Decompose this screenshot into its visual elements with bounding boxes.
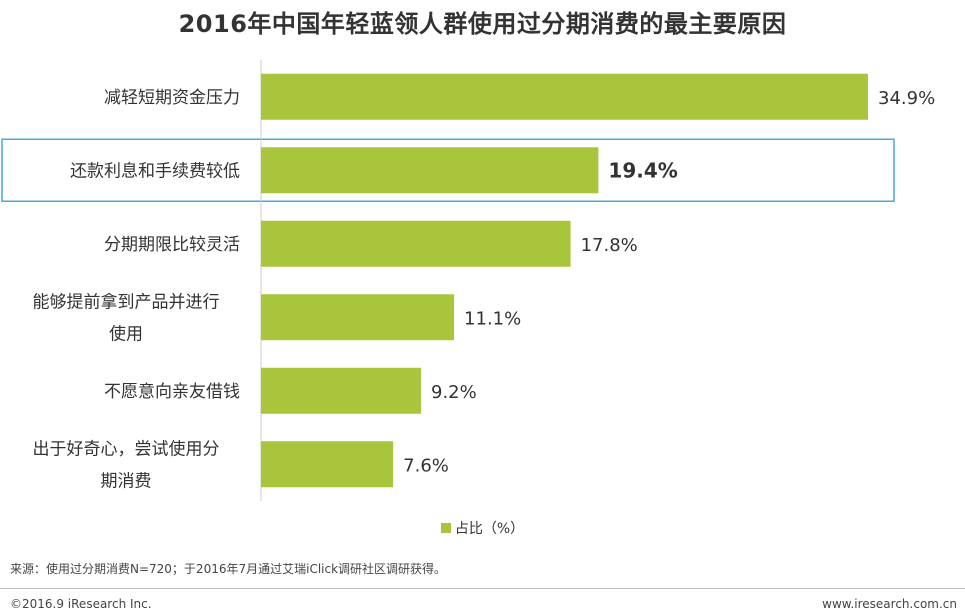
bar — [261, 441, 394, 488]
category-label: 分期期限比较灵活 — [104, 235, 240, 255]
bar — [261, 367, 422, 414]
category-label: 能够提前拿到产品并进行 — [33, 291, 220, 312]
highlight-box — [1, 138, 895, 202]
bar — [261, 220, 571, 267]
website: www.iresearch.com.cn — [822, 597, 957, 611]
legend-swatch — [440, 523, 451, 533]
legend: 占比（%） — [0, 518, 965, 538]
data-label: 11.1% — [464, 308, 521, 329]
data-label: 34.9% — [878, 88, 935, 109]
legend-label: 占比（%） — [454, 521, 525, 537]
data-label: 7.6% — [403, 455, 449, 476]
category-label: 不愿意向亲友借钱 — [104, 382, 240, 402]
category-label: 期消费 — [101, 471, 152, 491]
bar — [261, 73, 868, 120]
chart-title: 2016年中国年轻蓝领人群使用过分期消费的最主要原因 — [178, 10, 787, 38]
bar — [261, 294, 455, 341]
data-label: 17.8% — [581, 235, 638, 256]
category-label: 减轻短期资金压力 — [104, 88, 240, 108]
category-label: 出于好奇心，尝试使用分 — [33, 438, 220, 459]
category-label: 还款利息和手续费较低 — [70, 161, 240, 181]
category-label: 使用 — [109, 323, 143, 344]
copyright: ©2016.9 iResearch Inc. — [10, 597, 152, 611]
footer-divider — [0, 588, 965, 589]
bar-chart: 34.9% 减轻短期资金压力 19.4% 还款利息和手续费较低 17.8% 分期期限比较灵… — [1, 60, 935, 501]
data-label: 9.2% — [431, 382, 477, 403]
data-label: 19.4% — [608, 158, 677, 182]
bar — [261, 147, 599, 194]
source-note: 来源：使用过分期消费N=720；于2016年7月通过艾瑞iClick调研社区调研… — [10, 562, 447, 576]
